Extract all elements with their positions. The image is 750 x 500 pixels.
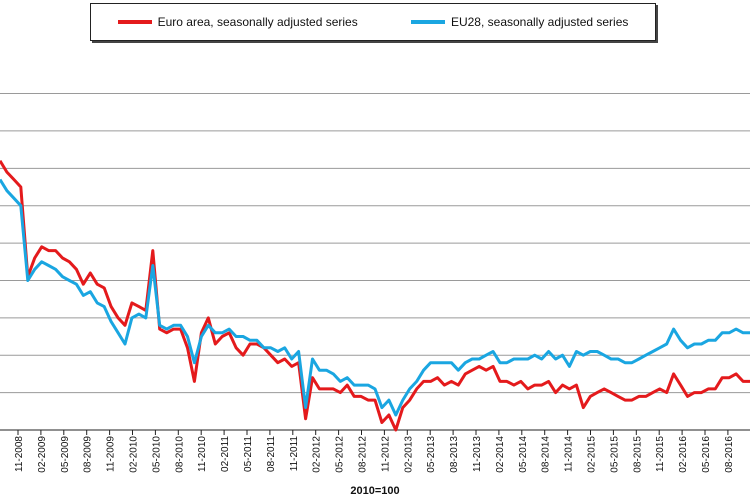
x-tick-label: 02-2009 [37,436,48,473]
x-tick-label: 02-2010 [129,436,140,473]
x-tick-label: 11-2012 [380,436,391,472]
legend-swatch-euro-area [117,20,152,24]
x-tick-label: 11-2013 [472,436,483,472]
x-tick-label: 08-2016 [724,436,735,473]
x-tick-label: 05-2010 [151,436,162,473]
legend-label-eu28: EU28, seasonally adjusted series [450,15,629,29]
x-tick-label: 11-2011 [289,436,300,472]
x-tick-label: 05-2016 [701,436,712,473]
x-tick-label: 08-2011 [266,436,277,472]
x-tick-label: 02-2013 [403,436,414,473]
x-tick-label: 02-2015 [587,436,598,473]
x-tick-label: 08-2010 [174,436,185,473]
legend-item-euro-area: Euro area, seasonally adjusted series [117,15,358,29]
x-tick-label: 08-2009 [83,436,94,473]
gridlines [0,93,750,394]
x-tick-label: 05-2012 [335,436,346,473]
x-tick-label: 05-2013 [426,436,437,473]
legend-item-eu28: EU28, seasonally adjusted series [410,15,629,29]
x-tick-label: 02-2016 [678,436,689,473]
x-tick-label: 05-2015 [609,436,620,473]
x-tick-label: 11-2010 [197,436,208,472]
x-tick-label: 05-2014 [518,436,529,473]
x-tick-label: 08-2013 [449,436,460,473]
x-tick-label: 11-2008 [14,436,25,472]
x-tick-label: 05-2009 [60,436,71,473]
x-tick-label: 11-2015 [655,436,666,472]
x-axis-label: 2010=100 [350,485,400,497]
x-tick-label: 08-2015 [632,436,643,473]
x-tick-label: 05-2011 [243,436,254,472]
x-axis: 11-2008 02-2009 05-2009 08-2009 11-2009 02-20… [0,429,750,473]
series-line-euro-area [0,160,750,432]
x-tick-label: 11-2009 [106,436,117,472]
legend-swatch-eu28 [410,20,445,24]
x-tick-label: 02-2011 [220,436,231,472]
x-tick-label: 02-2012 [312,436,323,473]
legend-label-euro-area: Euro area, seasonally adjusted series [157,15,358,29]
x-tick-label: 11-2014 [564,436,575,472]
series-line-eu28 [0,178,750,417]
series-lines [0,160,750,432]
legend: Euro area, seasonally adjusted series EU… [90,3,656,41]
x-tick-label: 08-2012 [358,436,369,473]
x-tick-label: 02-2014 [495,436,506,473]
x-tick-label: 08-2014 [541,436,552,473]
